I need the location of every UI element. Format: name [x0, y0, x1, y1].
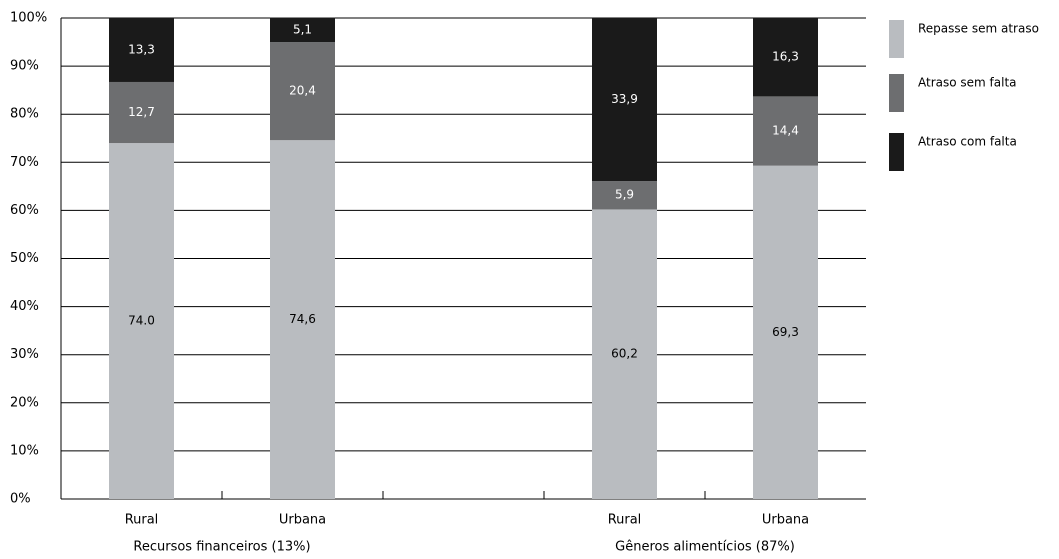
- x-tick-label: Urbana: [279, 513, 326, 528]
- value-label: 74.0: [128, 314, 155, 328]
- x-tick-label: Rural: [608, 513, 642, 528]
- y-tick-label: 0%: [10, 492, 31, 507]
- bar-segment: [270, 17, 335, 43]
- bar-segment: [753, 18, 818, 97]
- y-tick-label: 50%: [10, 251, 39, 266]
- value-label: 60,2: [611, 347, 638, 361]
- value-label: 12,7: [128, 105, 155, 119]
- y-tick-label: 60%: [10, 203, 39, 218]
- bar-segment: [753, 96, 818, 166]
- value-label: 20,4: [289, 84, 316, 98]
- legend-label: Repasse sem atraso: [918, 22, 1039, 36]
- y-tick-label: 10%: [10, 443, 39, 458]
- bar-segment: [109, 81, 174, 144]
- y-tick-label: 80%: [10, 107, 39, 122]
- y-tick-label: 20%: [10, 395, 39, 410]
- x-tick-label: Rural: [125, 513, 159, 528]
- bar-segment: [270, 42, 335, 141]
- value-label: 13,3: [128, 42, 155, 56]
- legend-label: Atraso sem falta: [918, 76, 1017, 90]
- value-label: 14,4: [772, 124, 799, 138]
- bar-segment: [753, 165, 818, 500]
- bar-segment: [592, 18, 657, 182]
- value-label: 5,1: [293, 22, 312, 36]
- value-label: 74,6: [289, 312, 316, 326]
- x-tick-label: Urbana: [762, 513, 809, 528]
- bar-segment: [270, 140, 335, 499]
- group-label: Recursos financeiros (13%): [133, 540, 310, 555]
- bar-segment: [592, 181, 657, 210]
- bar-segment: [109, 143, 174, 499]
- value-label: 69,3: [772, 325, 799, 339]
- y-tick-label: 100%: [10, 11, 47, 26]
- group-label: Gêneros alimentícios (87%): [615, 540, 795, 555]
- bar-segment: [592, 209, 657, 500]
- legend-swatch: [889, 74, 904, 112]
- legend-swatch: [889, 20, 904, 58]
- y-tick-label: 30%: [10, 347, 39, 362]
- legend-swatch: [889, 133, 904, 171]
- y-tick-label: 40%: [10, 299, 39, 314]
- value-label: 33,9: [611, 92, 638, 106]
- bar-segment: [109, 18, 174, 82]
- y-tick-label: 70%: [10, 155, 39, 170]
- value-label: 5,9: [615, 188, 634, 202]
- value-label: 16,3: [772, 50, 799, 64]
- legend-label: Atraso com falta: [918, 135, 1017, 149]
- y-tick-label: 90%: [10, 59, 39, 74]
